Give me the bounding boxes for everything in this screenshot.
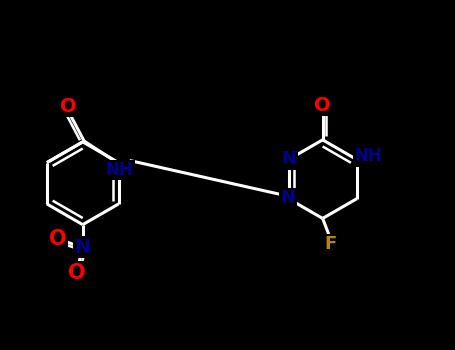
Text: F: F: [325, 235, 337, 253]
Text: O: O: [314, 96, 331, 114]
Text: O: O: [60, 97, 77, 116]
Text: NH: NH: [354, 147, 382, 165]
Text: N: N: [280, 189, 295, 207]
Text: O: O: [49, 229, 67, 249]
Text: O: O: [68, 263, 86, 283]
Text: NH: NH: [106, 161, 133, 179]
Text: N: N: [281, 150, 296, 168]
Text: N: N: [75, 238, 91, 257]
